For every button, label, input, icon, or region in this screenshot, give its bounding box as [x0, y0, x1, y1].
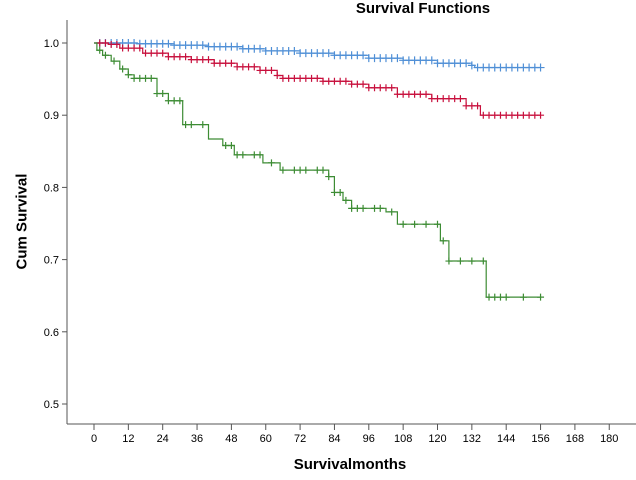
x-tick-label: 48	[225, 433, 237, 445]
censor-mark	[422, 90, 430, 98]
censor-mark	[199, 121, 207, 129]
censor-mark	[319, 166, 327, 174]
censor-mark	[376, 204, 384, 212]
censor-mark	[399, 220, 407, 228]
censor-mark	[273, 71, 281, 79]
x-tick-label: 120	[428, 433, 446, 445]
censor-mark	[479, 257, 487, 265]
censor-mark	[227, 59, 235, 67]
censor-mark	[101, 51, 109, 59]
censor-mark	[388, 84, 396, 92]
censor-mark	[136, 44, 144, 52]
censor-mark	[359, 51, 368, 60]
censor-mark	[336, 188, 344, 196]
censor-mark	[164, 39, 173, 48]
x-tick-label: 144	[497, 433, 515, 445]
censor-mark	[456, 95, 464, 103]
censor-mark	[393, 54, 402, 63]
x-tick-label: 156	[531, 433, 549, 445]
y-tick-label: 0.9	[44, 110, 59, 122]
censor-mark	[537, 293, 545, 301]
censor-mark	[250, 63, 258, 71]
censor-mark	[176, 97, 184, 105]
censor-mark	[205, 56, 212, 64]
x-tick-label: 168	[566, 433, 584, 445]
censor-mark	[519, 293, 527, 301]
censor-mark	[159, 90, 167, 98]
censor-mark	[267, 66, 275, 74]
censor-mark	[256, 151, 264, 159]
censor-mark	[422, 220, 430, 228]
censor-mark	[342, 196, 350, 204]
x-axis-label: Survivalmonths	[293, 456, 407, 473]
censor-mark	[313, 74, 321, 82]
censor-mark	[324, 49, 333, 58]
censor-mark	[279, 166, 287, 174]
censor-mark	[536, 63, 545, 72]
censor-mark	[187, 121, 195, 129]
x-tick-label: 108	[394, 433, 412, 445]
censor-mark	[537, 111, 545, 119]
series-1	[94, 39, 545, 72]
series-3	[94, 42, 545, 301]
plot-axes: 0.5 0.6 0.7 0.8 0.9 1.0 0 12 24 36 48 60 72 84 96 108 12…	[44, 20, 636, 445]
censor-mark	[198, 41, 207, 50]
censor-mark	[159, 49, 167, 57]
censor-mark	[124, 71, 132, 79]
censor-mark	[427, 56, 436, 65]
x-tick-label: 132	[463, 433, 481, 445]
x-tick-label: 180	[600, 433, 618, 445]
censor-mark	[119, 65, 127, 73]
y-tick-label: 0.7	[44, 255, 59, 267]
censor-mark	[474, 102, 482, 110]
censor-mark	[468, 257, 476, 265]
censor-mark	[182, 53, 190, 61]
y-tick-label: 0.8	[44, 182, 59, 194]
censor-mark	[147, 74, 155, 82]
censor-mark	[325, 173, 333, 181]
censor-mark	[411, 220, 419, 228]
censor-mark	[456, 257, 464, 265]
censor-mark	[467, 61, 476, 70]
censor-mark	[439, 237, 447, 245]
censor-mark	[290, 46, 299, 55]
censor-mark	[110, 57, 118, 65]
censor-mark	[359, 80, 367, 88]
censor-mark	[101, 39, 109, 47]
x-tick-label: 96	[363, 433, 375, 445]
censor-mark	[96, 46, 104, 54]
x-tick-label: 36	[191, 433, 203, 445]
censor-mark	[445, 257, 453, 265]
series-2	[94, 39, 545, 119]
censor-mark	[434, 220, 441, 228]
chart-title: Survival Functions	[355, 0, 491, 17]
censor-mark	[342, 77, 350, 85]
censor-mark	[239, 151, 247, 159]
y-tick-label: 0.6	[44, 327, 59, 339]
censor-mark	[388, 208, 396, 216]
censor-mark	[113, 40, 121, 48]
censor-mark	[227, 142, 235, 150]
censor-mark	[233, 42, 242, 51]
x-tick-label: 12	[122, 433, 134, 445]
y-tick-label: 1.0	[44, 38, 59, 50]
x-tick-label: 24	[157, 433, 169, 445]
censor-mark	[359, 204, 367, 212]
x-tick-label: 60	[260, 433, 272, 445]
censor-mark	[256, 44, 265, 53]
x-tick-label: 0	[91, 433, 97, 445]
series-layer	[94, 39, 545, 301]
x-tick-label: 84	[328, 433, 340, 445]
censor-mark	[502, 293, 510, 301]
x-tick-label: 72	[294, 433, 306, 445]
censor-mark	[267, 159, 275, 167]
censor-mark	[302, 166, 310, 174]
y-tick-label: 0.5	[44, 399, 59, 411]
censor-mark	[462, 59, 471, 68]
